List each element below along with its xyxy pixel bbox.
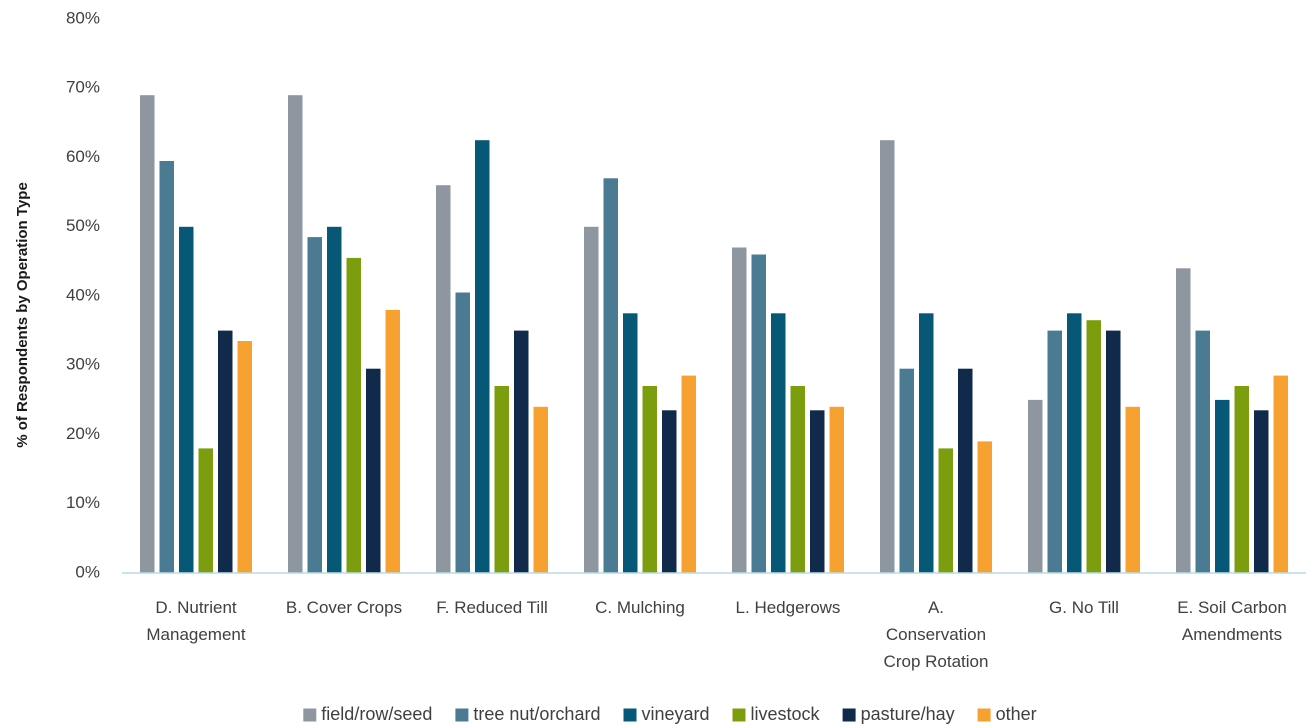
bar xyxy=(494,386,509,573)
x-category-label-line: C. Mulching xyxy=(595,598,685,617)
legend-swatch xyxy=(623,708,637,722)
x-category-label-line: Amendments xyxy=(1182,625,1282,644)
y-tick-label: 70% xyxy=(66,78,100,97)
legend-label: tree nut/orchard xyxy=(473,704,600,724)
bar xyxy=(1176,268,1191,573)
x-category-label: G. No Till xyxy=(1049,598,1119,617)
bar xyxy=(385,309,400,573)
x-category-label-line: A. xyxy=(928,598,944,617)
legend-label: field/row/seed xyxy=(321,704,432,724)
bar xyxy=(603,178,618,574)
bar xyxy=(681,375,696,573)
bar xyxy=(1067,313,1082,573)
bar xyxy=(880,140,895,573)
bar xyxy=(919,313,934,573)
bar xyxy=(1047,330,1062,573)
bar xyxy=(514,330,529,573)
y-tick-label: 50% xyxy=(66,216,100,235)
bar xyxy=(366,368,381,573)
bar xyxy=(436,185,451,573)
x-category-label: A. Conservation Crop Rotation xyxy=(884,598,989,671)
bar xyxy=(977,441,992,573)
legend-swatch xyxy=(303,708,317,722)
x-category-label-line: L. Hedgerows xyxy=(736,598,841,617)
bar xyxy=(288,95,303,573)
y-axis-ticks: 0% 10% 20% 30% 40% 50% 60% 70% 80% xyxy=(66,8,100,581)
bar xyxy=(938,448,953,573)
bar xyxy=(584,226,599,574)
x-axis-categories: D. Nutrient Management B. Cover Crops F. Re… xyxy=(146,598,1286,671)
bar xyxy=(218,330,233,573)
bar xyxy=(810,410,825,573)
y-tick-label: 0% xyxy=(75,562,100,581)
legend-swatch xyxy=(455,708,469,722)
x-category-label-line: Management xyxy=(146,625,246,644)
y-tick-label: 40% xyxy=(66,285,100,304)
bar xyxy=(771,313,786,573)
x-category-label-line: B. Cover Crops xyxy=(286,598,402,617)
bars xyxy=(140,95,1288,574)
bar xyxy=(1234,386,1249,573)
x-category-label: C. Mulching xyxy=(595,598,685,617)
legend-label: vineyard xyxy=(642,704,710,724)
y-tick-label: 10% xyxy=(66,493,100,512)
legend: field/row/seed tree nut/orchard vineyard li… xyxy=(303,704,1037,724)
bar xyxy=(1273,375,1288,573)
x-category-label-line: D. Nutrient xyxy=(155,598,237,617)
legend-swatch xyxy=(732,708,746,722)
legend-label: other xyxy=(996,704,1037,724)
bar xyxy=(829,406,844,573)
x-category-label: F. Reduced Till xyxy=(436,598,548,617)
legend-swatch xyxy=(977,708,991,722)
bar xyxy=(623,313,638,573)
bar xyxy=(899,368,914,573)
bar xyxy=(1028,399,1043,573)
bar xyxy=(1195,330,1210,573)
bar xyxy=(346,257,361,573)
x-category-label: D. Nutrient Management xyxy=(146,598,246,644)
legend-label: livestock xyxy=(751,704,821,724)
bar xyxy=(732,247,747,573)
x-category-label-line: Conservation xyxy=(886,625,986,644)
bar xyxy=(790,386,805,573)
y-tick-label: 20% xyxy=(66,424,100,443)
bar xyxy=(1086,320,1101,573)
y-axis-label: % of Respondents by Operation Type xyxy=(14,182,31,448)
bar xyxy=(159,161,174,573)
bar xyxy=(751,254,766,573)
bar xyxy=(237,341,252,573)
x-category-label-line: Crop Rotation xyxy=(884,652,989,671)
legend-label: pasture/hay xyxy=(861,704,955,724)
x-category-label: B. Cover Crops xyxy=(286,598,402,617)
bar xyxy=(1215,399,1230,573)
bar xyxy=(455,292,470,573)
y-tick-label: 80% xyxy=(66,8,100,27)
bar xyxy=(662,410,677,573)
bar xyxy=(958,368,973,573)
bar xyxy=(533,406,548,573)
x-category-label-line: E. Soil Carbon xyxy=(1177,598,1287,617)
bar xyxy=(475,140,490,573)
legend-swatch xyxy=(842,708,856,722)
bar xyxy=(1106,330,1121,573)
x-category-label-line: F. Reduced Till xyxy=(436,598,548,617)
x-category-label-line: G. No Till xyxy=(1049,598,1119,617)
bar xyxy=(198,448,213,573)
bar xyxy=(1254,410,1269,573)
bar xyxy=(1125,406,1140,573)
bar xyxy=(327,226,342,574)
bar xyxy=(179,226,194,574)
bar xyxy=(307,237,322,573)
bar xyxy=(140,95,155,573)
y-tick-label: 30% xyxy=(66,355,100,374)
y-tick-label: 60% xyxy=(66,147,100,166)
bar xyxy=(642,386,657,573)
x-category-label: E. Soil Carbon Amendments xyxy=(1177,598,1287,644)
x-category-label: L. Hedgerows xyxy=(736,598,841,617)
